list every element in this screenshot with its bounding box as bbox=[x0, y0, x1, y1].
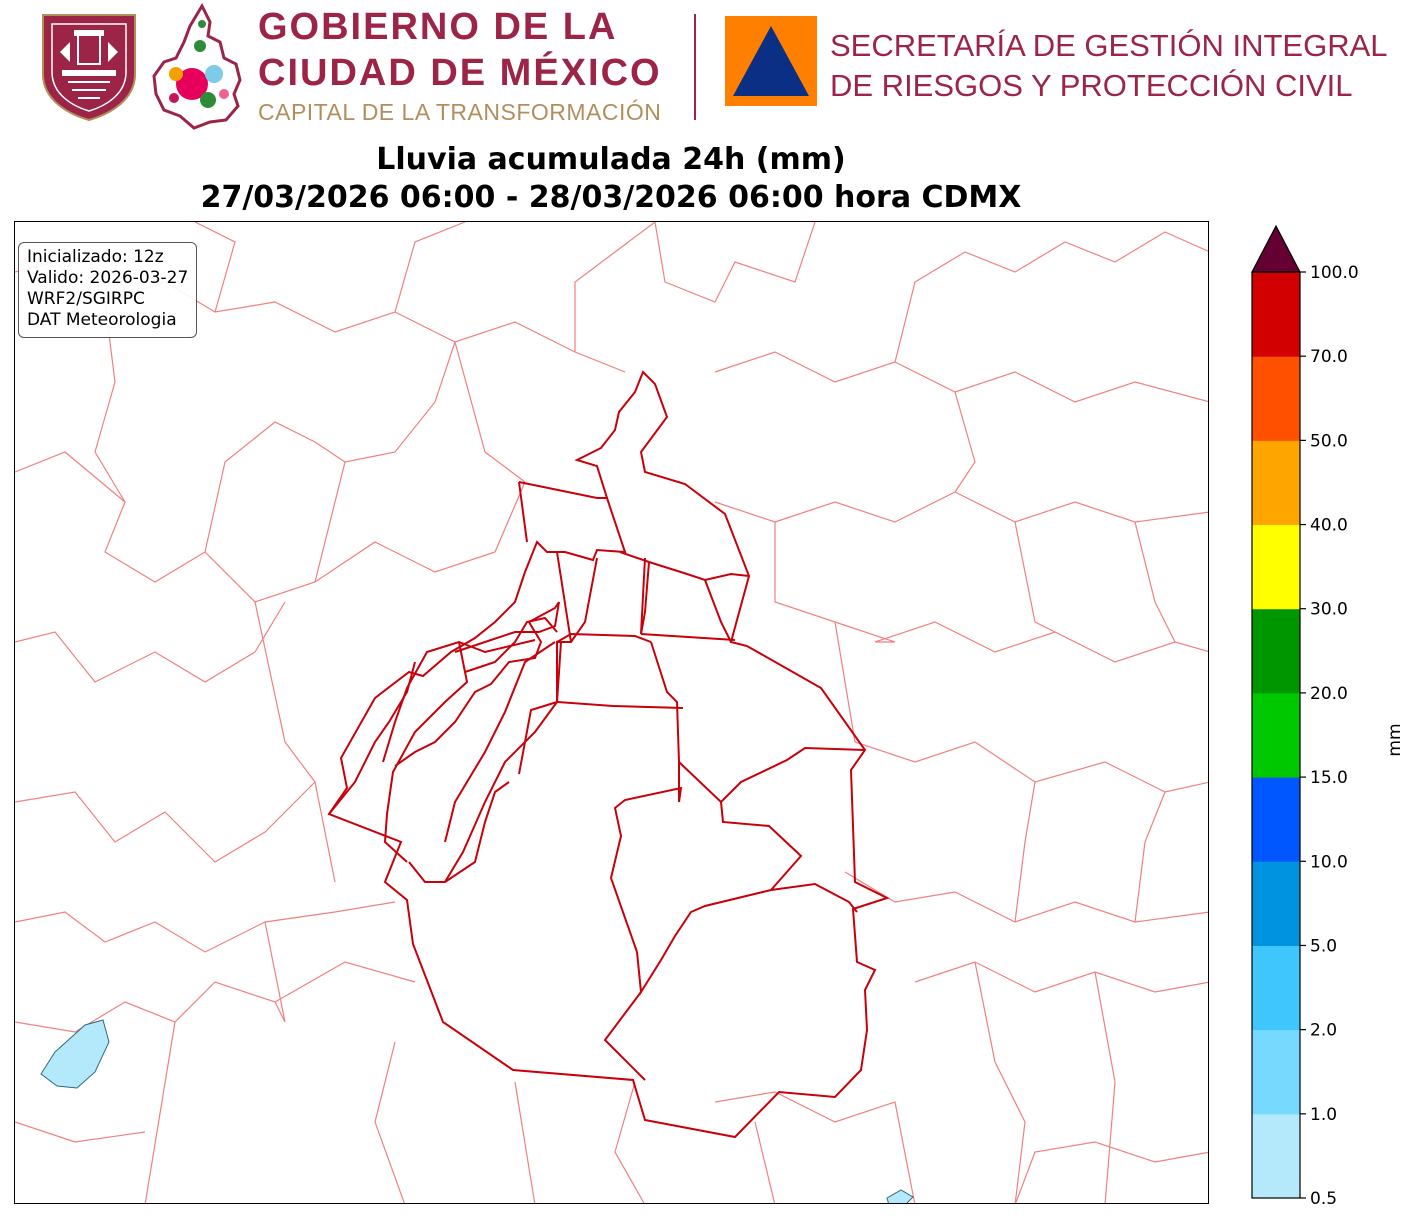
colorbar-tick-label: 40.0 bbox=[1310, 516, 1348, 536]
info-initialized: Inicializado: 12z bbox=[27, 247, 164, 267]
colorbar-segment bbox=[1252, 272, 1300, 357]
sgirpc-title-line2: DE RIESGOS Y PROTECCIÓN CIVIL bbox=[830, 68, 1353, 103]
colorbar-frame bbox=[1251, 271, 1301, 1199]
colorbar-tick-label: 30.0 bbox=[1310, 600, 1348, 620]
info-model: WRF2/SGIRPC bbox=[27, 289, 145, 309]
colorbar-segment bbox=[1252, 861, 1300, 946]
colorbar-tick-label: 15.0 bbox=[1310, 768, 1348, 788]
colorbar-segment bbox=[1252, 777, 1300, 862]
colorbar-tick-label: 1.0 bbox=[1310, 1105, 1337, 1125]
colorbar-segment bbox=[1252, 356, 1300, 441]
colorbar-segment bbox=[1252, 608, 1300, 694]
gob-cdmx-title-line2: CIUDAD DE MÉXICO bbox=[258, 52, 662, 94]
colorbar-tick-label: 10.0 bbox=[1310, 852, 1348, 872]
colorbar-segment bbox=[1252, 945, 1300, 1031]
rain-areas bbox=[40, 1019, 914, 1203]
colorbar-tick-label: 50.0 bbox=[1310, 431, 1348, 451]
colorbar-segment bbox=[1252, 1029, 1300, 1115]
colorbar-tick-label: 70.0 bbox=[1310, 347, 1348, 367]
info-valid-date: Valido: 2026-03-27 bbox=[27, 268, 189, 288]
colorbar-tick-label: 2.0 bbox=[1310, 1021, 1337, 1041]
info-department: DAT Meteorologia bbox=[27, 310, 177, 330]
rain-map bbox=[14, 221, 1209, 1204]
colorbar-tick-label: 20.0 bbox=[1310, 684, 1348, 704]
proteccion-civil-logo bbox=[725, 16, 817, 106]
map-canvas bbox=[15, 222, 1208, 1203]
cdmx-alcaldias-borders bbox=[327, 370, 890, 1139]
cdmx-floral-map-logo bbox=[152, 2, 242, 130]
colorbar-segments bbox=[1252, 272, 1300, 1199]
map-title-line2: 27/03/2026 06:00 - 28/03/2026 06:00 hora… bbox=[200, 180, 1022, 215]
municipal-borders bbox=[15, 222, 1208, 1203]
colorbar: 0.5 1.0 2.0 5.0 10.0 15.0 20.0 30.0 40.0 50.0 70.0… bbox=[1251, 224, 1405, 1209]
gob-cdmx-title-line1: GOBIERNO DE LA bbox=[258, 6, 618, 48]
colorbar-segment bbox=[1252, 1113, 1300, 1199]
colorbar-tick-label: 0.5 bbox=[1310, 1189, 1337, 1209]
gob-cdmx-slogan: CAPITAL DE LA TRANSFORMACIÓN bbox=[258, 99, 662, 125]
cdmx-shield-logo bbox=[42, 14, 136, 122]
map-title-line1: Lluvia acumulada 24h (mm) bbox=[376, 142, 846, 177]
colorbar-segment bbox=[1252, 692, 1300, 778]
sgirpc-title-line1: SECRETARÍA DE GESTIÓN INTEGRAL bbox=[830, 28, 1388, 63]
colorbar-tick-label: 100.0 bbox=[1310, 263, 1359, 283]
colorbar-segment bbox=[1252, 524, 1300, 610]
colorbar-ticks: 0.5 1.0 2.0 5.0 10.0 15.0 20.0 30.0 40.0 50.0 70.0… bbox=[1300, 263, 1359, 1209]
colorbar-label: mm bbox=[1385, 723, 1405, 756]
model-info-box: Inicializado: 12z Valido: 2026-03-27 WRF… bbox=[18, 242, 198, 338]
colorbar-extend-arrow bbox=[1251, 224, 1301, 273]
colorbar-tick-label: 5.0 bbox=[1310, 936, 1337, 956]
colorbar-segment bbox=[1252, 440, 1300, 526]
header: GOBIERNO DE LA CIUDAD DE MÉXICO CAPITAL … bbox=[0, 0, 1417, 135]
header-divider bbox=[694, 14, 696, 120]
